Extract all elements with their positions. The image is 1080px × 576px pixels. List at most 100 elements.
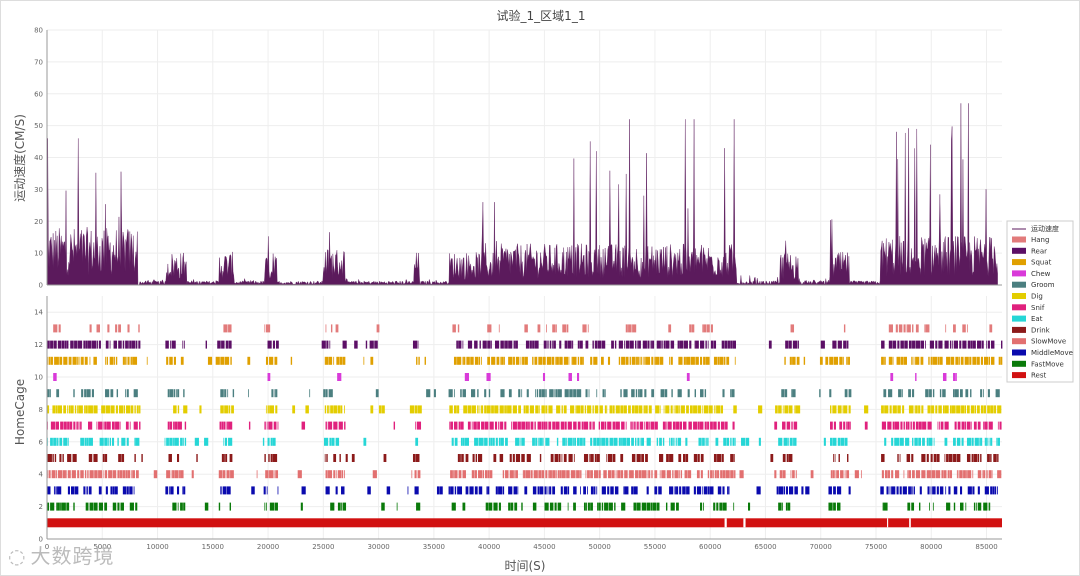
behavior-event-hang: [962, 324, 966, 333]
behavior-event-dig: [467, 405, 472, 414]
behavior-event-drink: [683, 454, 686, 462]
behavior-event-eat: [840, 437, 845, 446]
behavior-row-dig: [47, 405, 1002, 414]
behavior-event-hang: [953, 324, 956, 333]
behavior-event-groom: [557, 389, 562, 398]
behavior-event-groom: [518, 389, 521, 398]
behavior-event-dig: [110, 405, 115, 414]
behavior-event-rear: [109, 340, 111, 349]
behavior-event-dig: [123, 405, 125, 414]
behavior-event-squat: [496, 356, 500, 365]
x-tick-label: 35000: [423, 543, 445, 551]
behavior-event-chew: [953, 373, 956, 381]
behavior-event-dig: [794, 405, 796, 414]
behavior-event-fastmove: [748, 502, 751, 511]
behavior-event-drink: [54, 454, 57, 462]
behavior-event-eat: [961, 437, 964, 446]
behavior-event-middlemove: [960, 486, 963, 495]
behavior-event-middlemove: [407, 486, 409, 495]
behavior-event-dig: [620, 405, 624, 414]
homecage-y-tick-label: 2: [39, 503, 43, 511]
behavior-event-drink: [973, 454, 978, 462]
behavior-event-squat: [969, 356, 972, 365]
behavior-event-snif: [79, 421, 81, 430]
behavior-event-middlemove: [67, 486, 70, 495]
behavior-event-slowmove: [983, 470, 986, 479]
behavior-event-squat: [269, 356, 274, 365]
legend-swatch-middlemove: [1012, 349, 1026, 356]
legend-label-slowmove: SlowMove: [1031, 338, 1066, 346]
behavior-event-slowmove: [830, 470, 833, 479]
behavior-event-squat: [54, 356, 59, 365]
behavior-event-squat: [342, 356, 346, 365]
behavior-event-eat: [706, 437, 708, 446]
behavior-event-dig: [177, 405, 180, 414]
behavior-event-squat: [636, 356, 638, 365]
behavior-event-snif: [625, 421, 627, 430]
behavior-event-middlemove: [728, 486, 730, 495]
behavior-event-drink: [465, 454, 469, 462]
behavior-event-dig: [125, 405, 131, 414]
behavior-event-dig: [463, 405, 468, 414]
behavior-row-rest: [47, 518, 1002, 528]
behavior-event-dig: [837, 405, 842, 414]
behavior-event-fastmove: [636, 502, 641, 511]
behavior-event-rear: [118, 340, 121, 349]
behavior-event-middlemove: [913, 486, 915, 495]
behavior-event-hang: [906, 324, 908, 333]
behavior-event-eat: [596, 437, 600, 446]
behavior-event-groom: [677, 389, 682, 398]
behavior-event-slowmove: [680, 470, 683, 479]
behavior-event-rear: [125, 340, 128, 349]
behavior-event-eat: [104, 437, 108, 446]
behavior-event-squat: [551, 356, 555, 365]
behavior-event-drink: [461, 454, 464, 462]
behavior-event-groom: [126, 389, 129, 398]
behavior-event-squat: [946, 356, 951, 365]
behavior-event-drink: [948, 454, 953, 462]
behavior-event-eat: [944, 437, 948, 446]
behavior-event-fastmove: [135, 502, 138, 511]
behavior-event-eat: [677, 437, 682, 446]
behavior-event-eat: [556, 437, 559, 446]
behavior-event-squat: [1000, 356, 1003, 365]
behavior-event-snif: [481, 421, 485, 430]
behavior-event-rear: [727, 340, 730, 349]
behavior-event-drink: [345, 454, 348, 462]
behavior-event-dig: [987, 405, 990, 414]
behavior-event-drink: [612, 454, 616, 462]
behavior-event-middlemove: [967, 486, 972, 495]
behavior-event-drink: [897, 454, 899, 462]
behavior-row-squat: [47, 356, 1003, 365]
behavior-event-fastmove: [120, 502, 124, 511]
behavior-event-dig: [561, 405, 563, 414]
behavior-event-slowmove: [80, 470, 84, 479]
behavior-event-squat: [784, 356, 786, 365]
behavior-event-rear: [915, 340, 921, 349]
behavior-event-snif: [525, 421, 528, 430]
behavior-event-squat: [655, 356, 660, 365]
behavior-event-fastmove: [508, 502, 511, 511]
behavior-event-middlemove: [785, 486, 788, 495]
behavior-event-dig: [538, 405, 540, 414]
behavior-event-dig: [183, 405, 188, 414]
behavior-event-squat: [803, 356, 806, 365]
behavior-event-slowmove: [790, 470, 792, 479]
behavior-event-groom: [995, 389, 1000, 398]
behavior-event-squat: [690, 356, 695, 365]
behavior-event-slowmove: [509, 470, 514, 479]
behavior-event-middlemove: [676, 486, 679, 495]
behavior-event-dig: [930, 405, 932, 414]
behavior-event-hang: [537, 324, 541, 333]
behavior-event-squat: [453, 356, 457, 365]
behavior-event-snif: [264, 421, 266, 430]
behavior-event-snif: [717, 421, 720, 430]
behavior-event-rear: [129, 340, 132, 349]
behavior-event-squat: [719, 356, 724, 365]
behavior-event-slowmove: [514, 470, 516, 479]
behavior-event-dig: [499, 405, 504, 414]
behavior-event-dig: [612, 405, 615, 414]
behavior-event-rear: [515, 340, 518, 349]
behavior-event-drink: [47, 454, 52, 462]
